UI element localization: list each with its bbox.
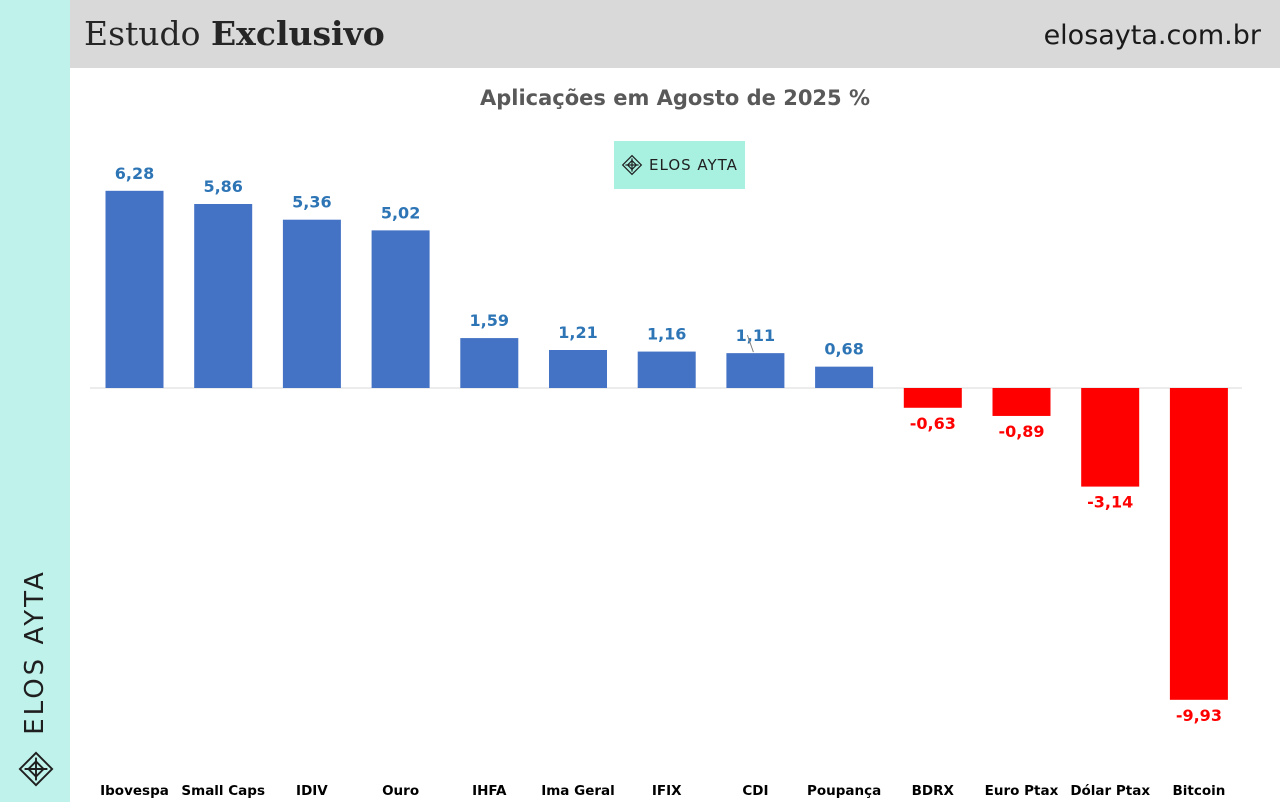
category-label: Dólar Ptax: [1070, 783, 1150, 799]
site-url: elosayta.com.br: [1043, 20, 1261, 51]
data-label: 5,86: [203, 177, 242, 196]
bar-ifix: [637, 351, 696, 388]
bar-cdi: [726, 353, 785, 388]
data-label: -0,89: [998, 422, 1044, 441]
badge-label: ELOS AYTA: [649, 156, 738, 174]
data-label: 0,68: [824, 340, 863, 359]
bar-bdrx: [903, 388, 962, 408]
bar-euro-ptax: [992, 388, 1051, 416]
data-label: 1,11: [736, 326, 775, 345]
category-label: CDI: [742, 783, 768, 799]
category-label: BDRX: [912, 783, 955, 799]
chart-title: Aplicações em Agosto de 2025 %: [479, 86, 871, 110]
category-label: Ibovespa: [100, 783, 169, 799]
category-label: Poupança: [807, 783, 881, 799]
bar-ima-geral: [549, 350, 607, 388]
title-bold: Exclusivo: [211, 14, 385, 53]
sidebar: ELOS AYTA: [0, 0, 70, 802]
bar-chart: 6,28 Ibovespa 5,86 Small Caps 5,36 IDIV 5,02 Ou…: [90, 164, 1242, 799]
header-bar: Estudo Exclusivo elosayta.com.br: [70, 0, 1280, 68]
bar-ibovespa: [105, 190, 164, 388]
category-label: IDIV: [296, 783, 328, 799]
bar-ouro: [371, 230, 430, 388]
data-label: 5,02: [381, 203, 420, 222]
data-label: -3,14: [1087, 493, 1133, 512]
data-label: 6,28: [115, 164, 154, 183]
category-label: Small Caps: [181, 783, 265, 799]
data-label: 1,21: [558, 323, 597, 342]
elos-ayta-badge-icon: [621, 154, 643, 176]
category-label: Ouro: [382, 783, 419, 799]
sidebar-brand: ELOS AYTA: [20, 569, 50, 735]
page-title: Estudo Exclusivo: [84, 14, 385, 53]
category-label: Ima Geral: [541, 783, 615, 799]
bar-d-lar-ptax: [1081, 388, 1140, 487]
category-label: Euro Ptax: [985, 783, 1059, 799]
category-label: Bitcoin: [1172, 783, 1225, 799]
data-label: 1,16: [647, 325, 686, 344]
bar-ihfa: [460, 338, 519, 388]
category-label: IFIX: [652, 783, 682, 799]
title-regular: Estudo: [84, 14, 201, 53]
bar-bitcoin: [1169, 388, 1228, 700]
cdi-leader-line: [746, 334, 754, 353]
elos-ayta-logo-icon: [18, 751, 54, 787]
brand-badge: ELOS AYTA: [614, 141, 745, 189]
data-label: 5,36: [292, 193, 331, 212]
data-label: -0,63: [910, 414, 956, 433]
bar-idiv: [282, 219, 341, 388]
bar-small-caps: [194, 203, 253, 388]
data-label: 1,59: [470, 311, 509, 330]
data-label: -9,93: [1176, 706, 1222, 725]
bar-poupan-a: [815, 366, 874, 388]
category-label: IHFA: [472, 783, 507, 799]
